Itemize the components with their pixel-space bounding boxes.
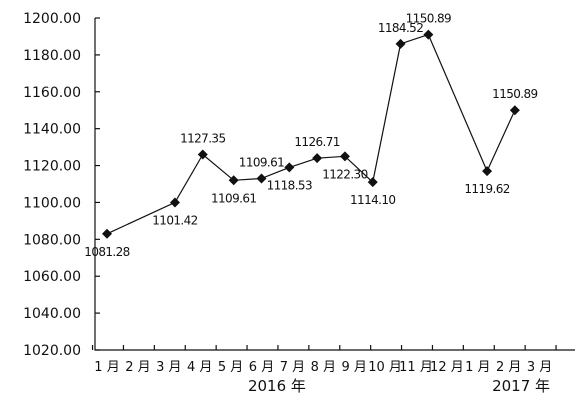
x-tick-label: 6 月 xyxy=(249,360,274,375)
data-point-marker xyxy=(367,177,378,188)
year-label: 2017 年 xyxy=(492,377,550,395)
x-tick-label: 7 月 xyxy=(280,360,305,375)
data-label: 1081.28 xyxy=(84,245,129,259)
data-point-marker xyxy=(482,166,493,177)
y-tick-label: 1040.00 xyxy=(23,306,81,322)
data-label: 1109.61 xyxy=(211,191,256,205)
x-tick-label: 2 月 xyxy=(496,360,521,375)
data-label: 1109.61 xyxy=(239,155,284,169)
data-point-marker xyxy=(509,105,520,116)
x-tick-label: 8 月 xyxy=(311,360,336,375)
x-tick-label: 10 月 xyxy=(368,360,402,375)
year-label: 2016 年 xyxy=(248,377,306,395)
x-tick-label: 3 月 xyxy=(156,360,181,375)
year-labels: 2016 年 2017 年 xyxy=(248,377,550,395)
data-label: 1150.89 xyxy=(492,87,537,101)
y-tick-label: 1140.00 xyxy=(23,122,81,138)
data-point-marker xyxy=(395,38,406,49)
data-label: 1118.53 xyxy=(267,178,312,192)
x-tick-label: 3 月 xyxy=(527,360,552,375)
data-label: 1126.71 xyxy=(294,135,339,149)
data-point-marker xyxy=(339,151,350,162)
x-tick-label: 12 月 xyxy=(430,360,464,375)
y-tick-label: 1060.00 xyxy=(23,269,81,285)
data-point-marker xyxy=(423,29,434,40)
series-layer: 1081.28 1101.42 1127.35 1109.61 1109.61 1118.… xyxy=(84,12,538,259)
data-label: 1122.30 xyxy=(322,167,367,181)
data-point-marker xyxy=(228,175,239,186)
x-tick-label: 2 月 xyxy=(125,360,150,375)
data-point-marker xyxy=(256,173,267,184)
x-tick-label: 4 月 xyxy=(187,360,212,375)
y-tick-label: 1160.00 xyxy=(23,85,81,101)
data-point-marker xyxy=(169,197,180,208)
data-point-marker xyxy=(312,153,323,164)
y-tick-label: 1020.00 xyxy=(23,343,81,359)
data-label: 1184.52 xyxy=(378,21,423,35)
data-point-marker xyxy=(102,228,112,239)
x-tick-label: 9 月 xyxy=(341,360,366,375)
x-tick-label: 11 月 xyxy=(399,360,433,375)
y-tick-label: 1100.00 xyxy=(23,195,81,211)
data-label: 1150.89 xyxy=(406,12,451,26)
data-point-marker xyxy=(197,149,208,160)
y-tick-label: 1200.00 xyxy=(23,11,81,27)
x-tick-label: 5 月 xyxy=(218,360,243,375)
y-tick-label: 1180.00 xyxy=(23,48,81,64)
y-axis-ticks: 1020.00 1040.00 1060.00 1080.00 1100.00 1120.… xyxy=(23,11,100,359)
data-label: 1114.10 xyxy=(350,193,395,207)
data-label: 1119.62 xyxy=(464,182,509,196)
data-label: 1127.35 xyxy=(180,131,225,145)
x-tick-label: 1 月 xyxy=(94,360,119,375)
y-tick-label: 1120.00 xyxy=(23,159,81,175)
y-tick-label: 1080.00 xyxy=(23,232,81,248)
data-label: 1101.42 xyxy=(152,213,197,227)
x-tick-label: 1 月 xyxy=(465,360,490,375)
data-point-marker xyxy=(284,162,295,173)
